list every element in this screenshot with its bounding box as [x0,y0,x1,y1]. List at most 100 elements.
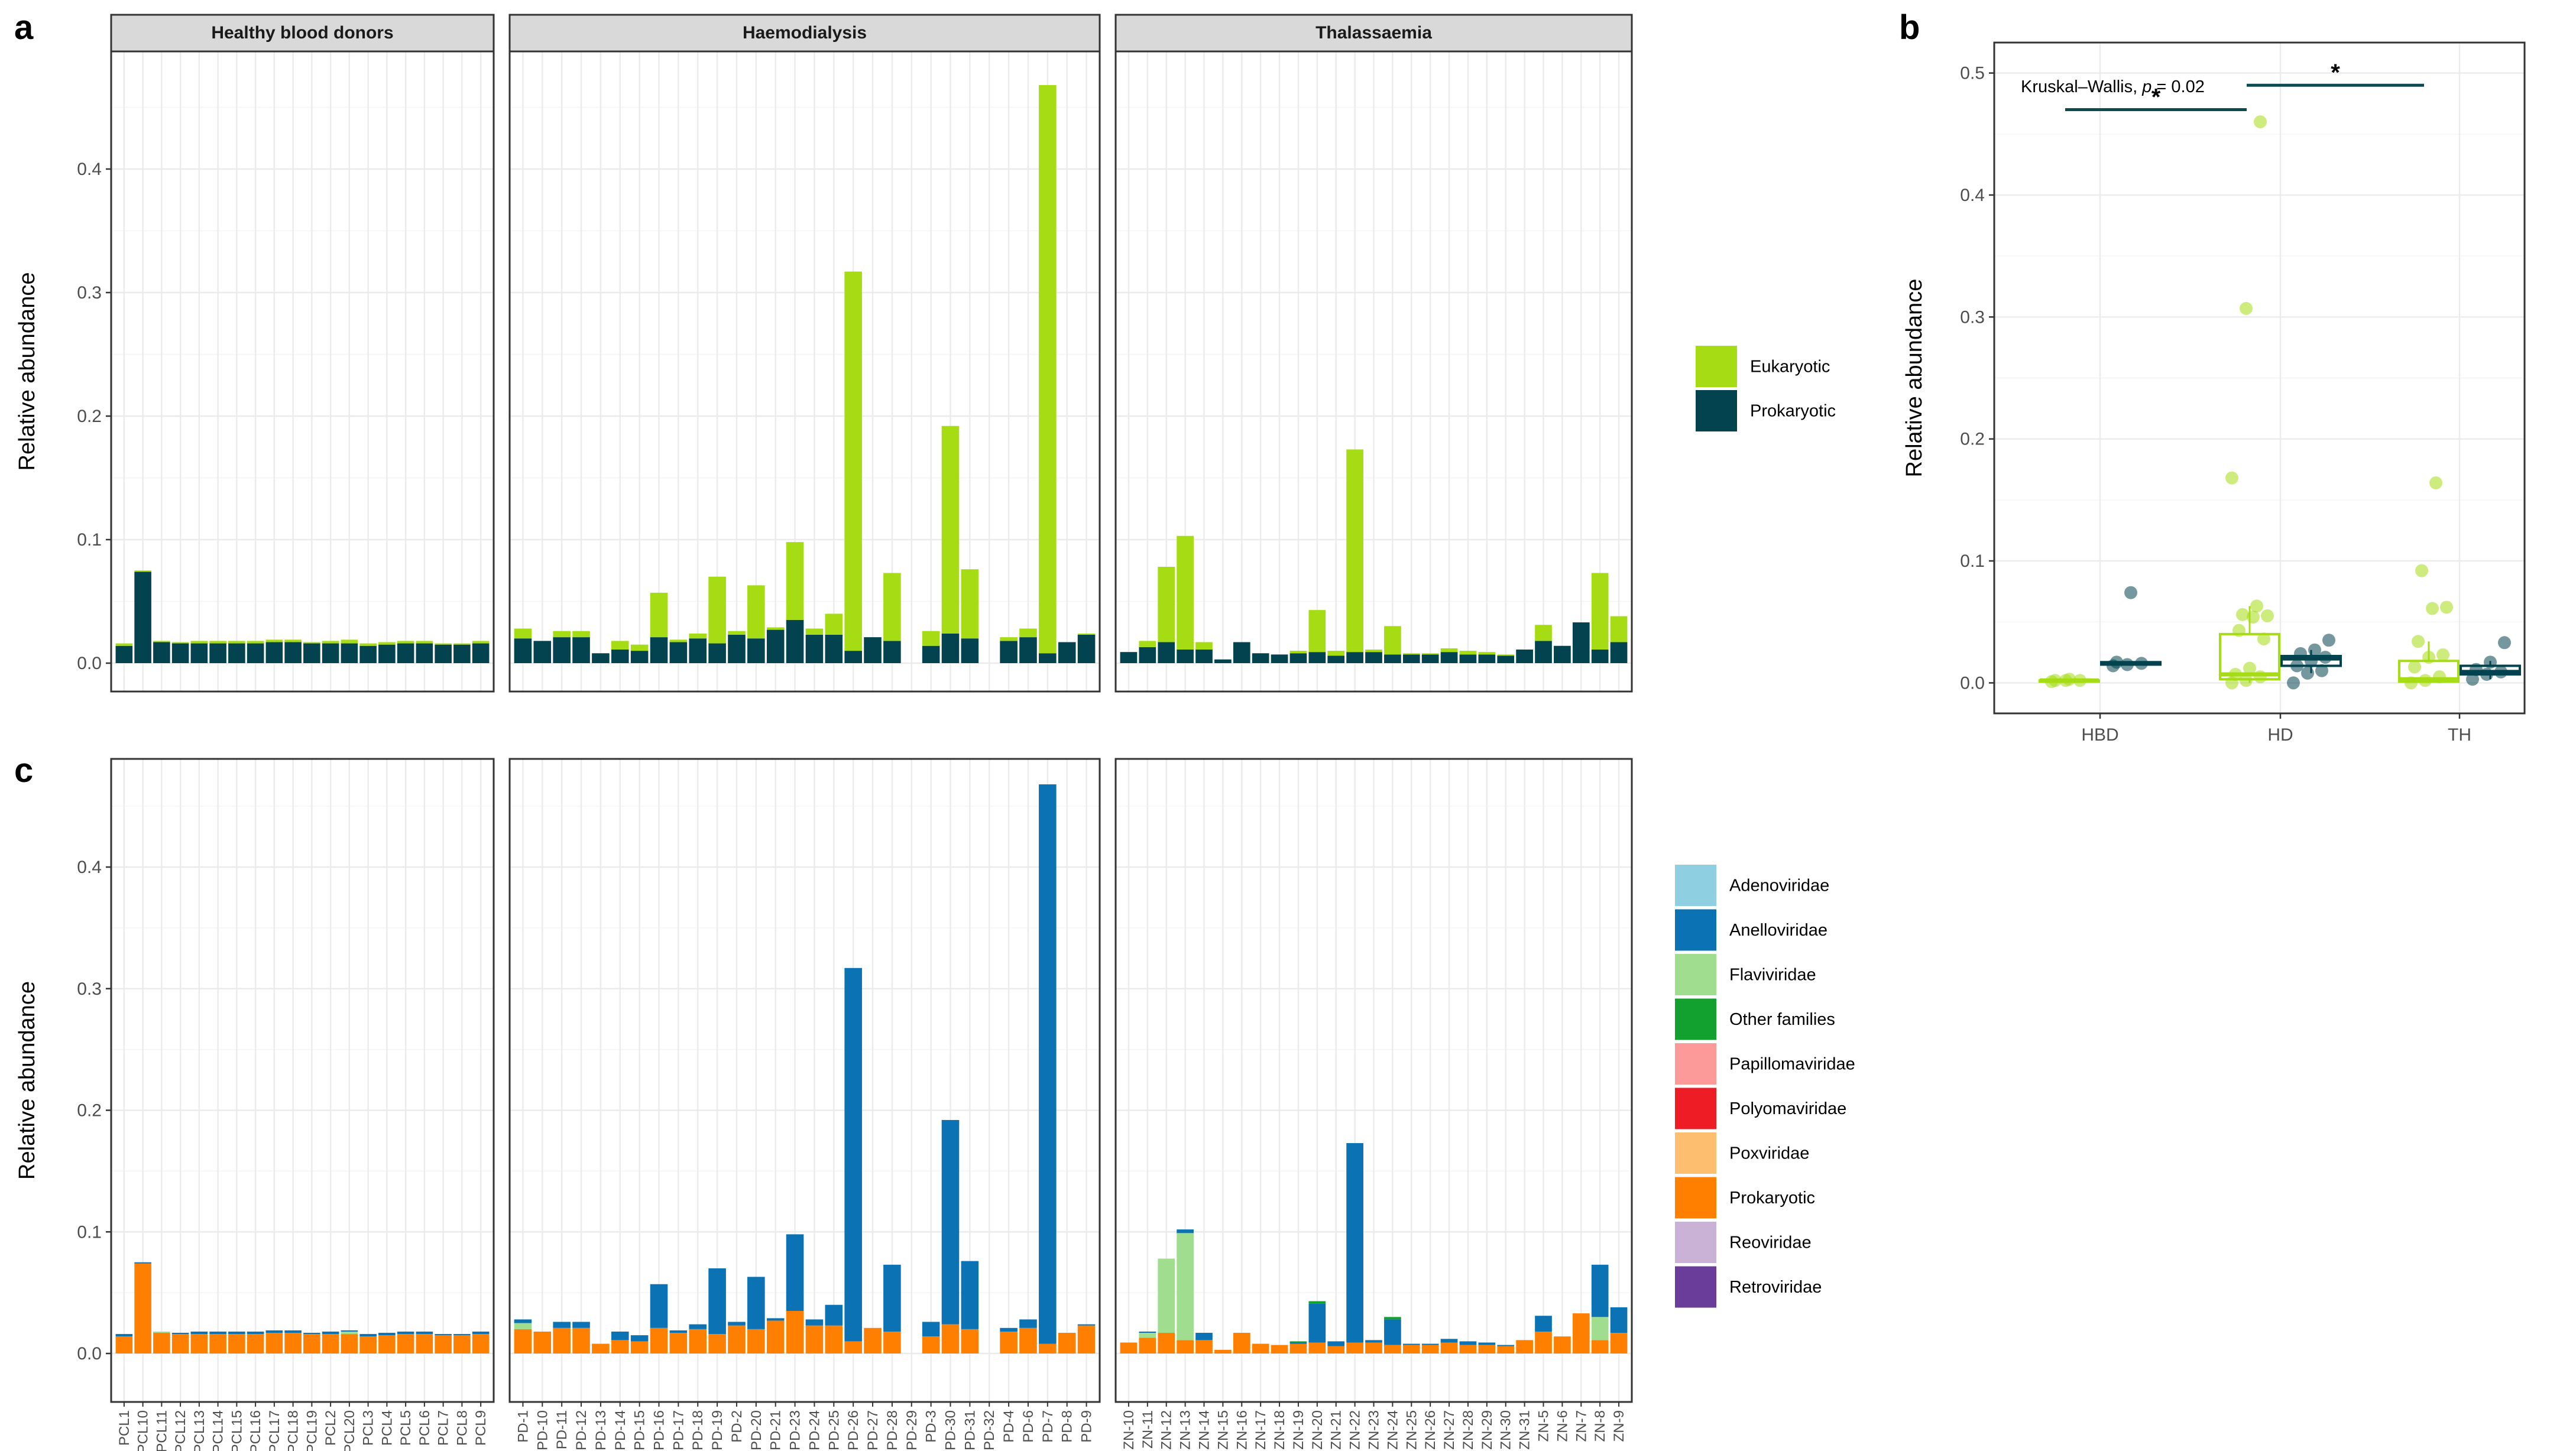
x-tick-label: PCL9 [473,1410,489,1446]
legend-key-polyomaviridae [1675,1088,1716,1129]
bar-eukaryotic-pd-6 [1019,628,1037,638]
panel-border [508,758,1101,1403]
bar-prokaryotic-zn-23 [1365,1342,1382,1353]
legend-label-adenoviridae: Adenoviridae [1729,877,1829,895]
bar-prokaryotic-pd-26 [844,1341,862,1353]
bar-prokaryotic-pd-19 [708,643,726,663]
panel-border [1114,50,1633,693]
bar-other-families-zn-19 [1289,1341,1307,1343]
bar-prokaryotic-pd-30 [941,1324,960,1353]
point-th-eukaryotic [2433,670,2446,684]
x-tick-label: PCL17 [267,1410,283,1451]
x-tick-label: PD-16 [652,1410,668,1450]
y-tick-label: 0.0 [1960,673,1985,693]
point-hd-eukaryotic [2254,115,2267,129]
panel-background [510,51,1100,692]
point-hd-eukaryotic [2225,471,2238,485]
y-tick-label: 0.3 [1960,307,1985,327]
bar-eukaryotic-pd-16 [650,592,668,638]
bar-prokaryotic-zn-27 [1440,1342,1458,1353]
x-tick-label: ZN-9 [1611,1410,1627,1442]
bar-eukaryotic-pcl1 [115,643,133,646]
bar-anelloviridae-pd-31 [961,1261,979,1329]
bar-eukaryotic-pcl18 [284,640,302,642]
box-hbd-eukaryotic [2039,673,2100,689]
x-tick-label: PD-17 [670,1410,686,1450]
legend-key-papillomaviridae [1675,1043,1716,1085]
x-tick-label: PD-10 [534,1410,550,1450]
bar-prokaryotic-zn-17 [1252,1343,1269,1353]
point-hd-eukaryotic [2247,610,2260,624]
point-hd-prokaryotic [2315,664,2328,677]
bar-prokaryotic-pd-30 [941,633,960,663]
point-hd-eukaryotic [2232,624,2246,637]
bar-eukaryotic-pcl5 [397,641,414,644]
bar-prokaryotic-zn-9 [1610,642,1628,663]
bar-prokaryotic-zn-21 [1327,655,1345,663]
point-hbd-prokaryotic [2110,655,2123,669]
point-hd-eukaryotic [2240,301,2253,315]
bar-eukaryotic-pcl15 [228,641,245,644]
bar-prokaryotic-zn-8 [1591,1340,1609,1353]
bar-eukaryotic-zn-26 [1421,653,1439,655]
bar-eukaryotic-pcl6 [416,641,433,644]
panel-background [111,51,494,692]
x-tick-label: ZN-7 [1573,1410,1589,1442]
bar-prokaryotic-pd-13 [592,653,610,663]
y-tick-label: 0.4 [1960,186,1985,205]
bar-anelloviridae-zn-29 [1478,1342,1496,1345]
point-hd-prokaryotic [2305,654,2318,668]
x-tick-label: ZN-5 [1536,1410,1552,1442]
panel-letter: c [14,751,33,790]
panel-b: 0.0 0.1 0.2 0.3 0.4 0.5 HBD HD TH Relative abunda… [1899,8,2526,745]
bar-eukaryotic-pd-30 [941,426,960,634]
bar-prokaryotic-zn-16 [1233,1333,1250,1353]
bar-prokaryotic-zn-10 [1120,1342,1138,1353]
x-tick-label: ZN-31 [1517,1410,1533,1450]
bar-prokaryotic-pd-7 [1039,1343,1057,1353]
bar-anelloviridae-pd-9 [1077,1324,1096,1326]
box-hbd-prokaryotic [2100,586,2162,673]
bar-anelloviridae-pcl14 [209,1331,226,1335]
bar-anelloviridae-pd-21 [766,1318,785,1321]
bar-prokaryotic-pd-18 [689,638,707,663]
bar-prokaryotic-zn-19 [1289,1343,1307,1353]
bar-prokaryotic-zn-12 [1158,642,1175,663]
point-th-eukaryotic [2415,564,2428,577]
bar-anelloviridae-pd-11 [553,1322,571,1328]
bar-anelloviridae-zn-9 [1610,1307,1628,1333]
bar-prokaryotic-zn-7 [1572,1313,1590,1353]
bar-eukaryotic-pcl8 [453,643,471,645]
bar-eukaryotic-pcl19 [303,642,320,644]
bar-prokaryotic-zn-25 [1402,654,1420,663]
legend-key-reoviridae [1675,1222,1716,1263]
point-hd-prokaryotic [2322,634,2335,647]
bar-anelloviridae-pcl12 [171,1333,189,1335]
bar-eukaryotic-pd-4 [1000,637,1018,641]
bar-eukaryotic-zn-23 [1365,650,1382,653]
bar-prokaryotic-pd-10 [533,641,552,663]
bar-prokaryotic-pcl10 [134,572,151,663]
y-axis-title: Relative abundance [1902,279,1927,478]
legend-key-eukaryotic [1696,346,1737,387]
bar-prokaryotic-zn-28 [1459,654,1477,663]
bar-prokaryotic-pd-20 [747,638,765,663]
x-tick-label: ZN-24 [1385,1410,1401,1450]
panel-a: Healthy blood donors 0.0 0.1 0.2 0.3 0.4 Haemo… [14,8,1633,693]
legend-label-poxviridae: Poxviridae [1729,1144,1809,1163]
bar-eukaryotic-pcl2 [322,641,339,644]
bar-flaviviridae-pcl20 [341,1331,358,1335]
bar-anelloviridae-pcl19 [303,1333,320,1335]
bar-prokaryotic-pd-24 [805,1325,824,1353]
x-tick-label: PCL13 [192,1410,208,1451]
bar-prokaryotic-pd-18 [689,1329,707,1353]
x-tick-label: PD-3 [924,1410,939,1443]
box-th-eukaryotic [2398,476,2460,690]
x-tick-label: ZN-10 [1121,1410,1137,1450]
bar-eukaryotic-zn-24 [1384,626,1401,655]
bar-prokaryotic-zn-8 [1591,650,1609,663]
bar-prokaryotic-pd-10 [533,1331,552,1353]
bar-prokaryotic-pd-24 [805,634,824,663]
x-tick-label: ZN-16 [1234,1410,1250,1450]
x-tick-label: PCL2 [323,1410,339,1446]
